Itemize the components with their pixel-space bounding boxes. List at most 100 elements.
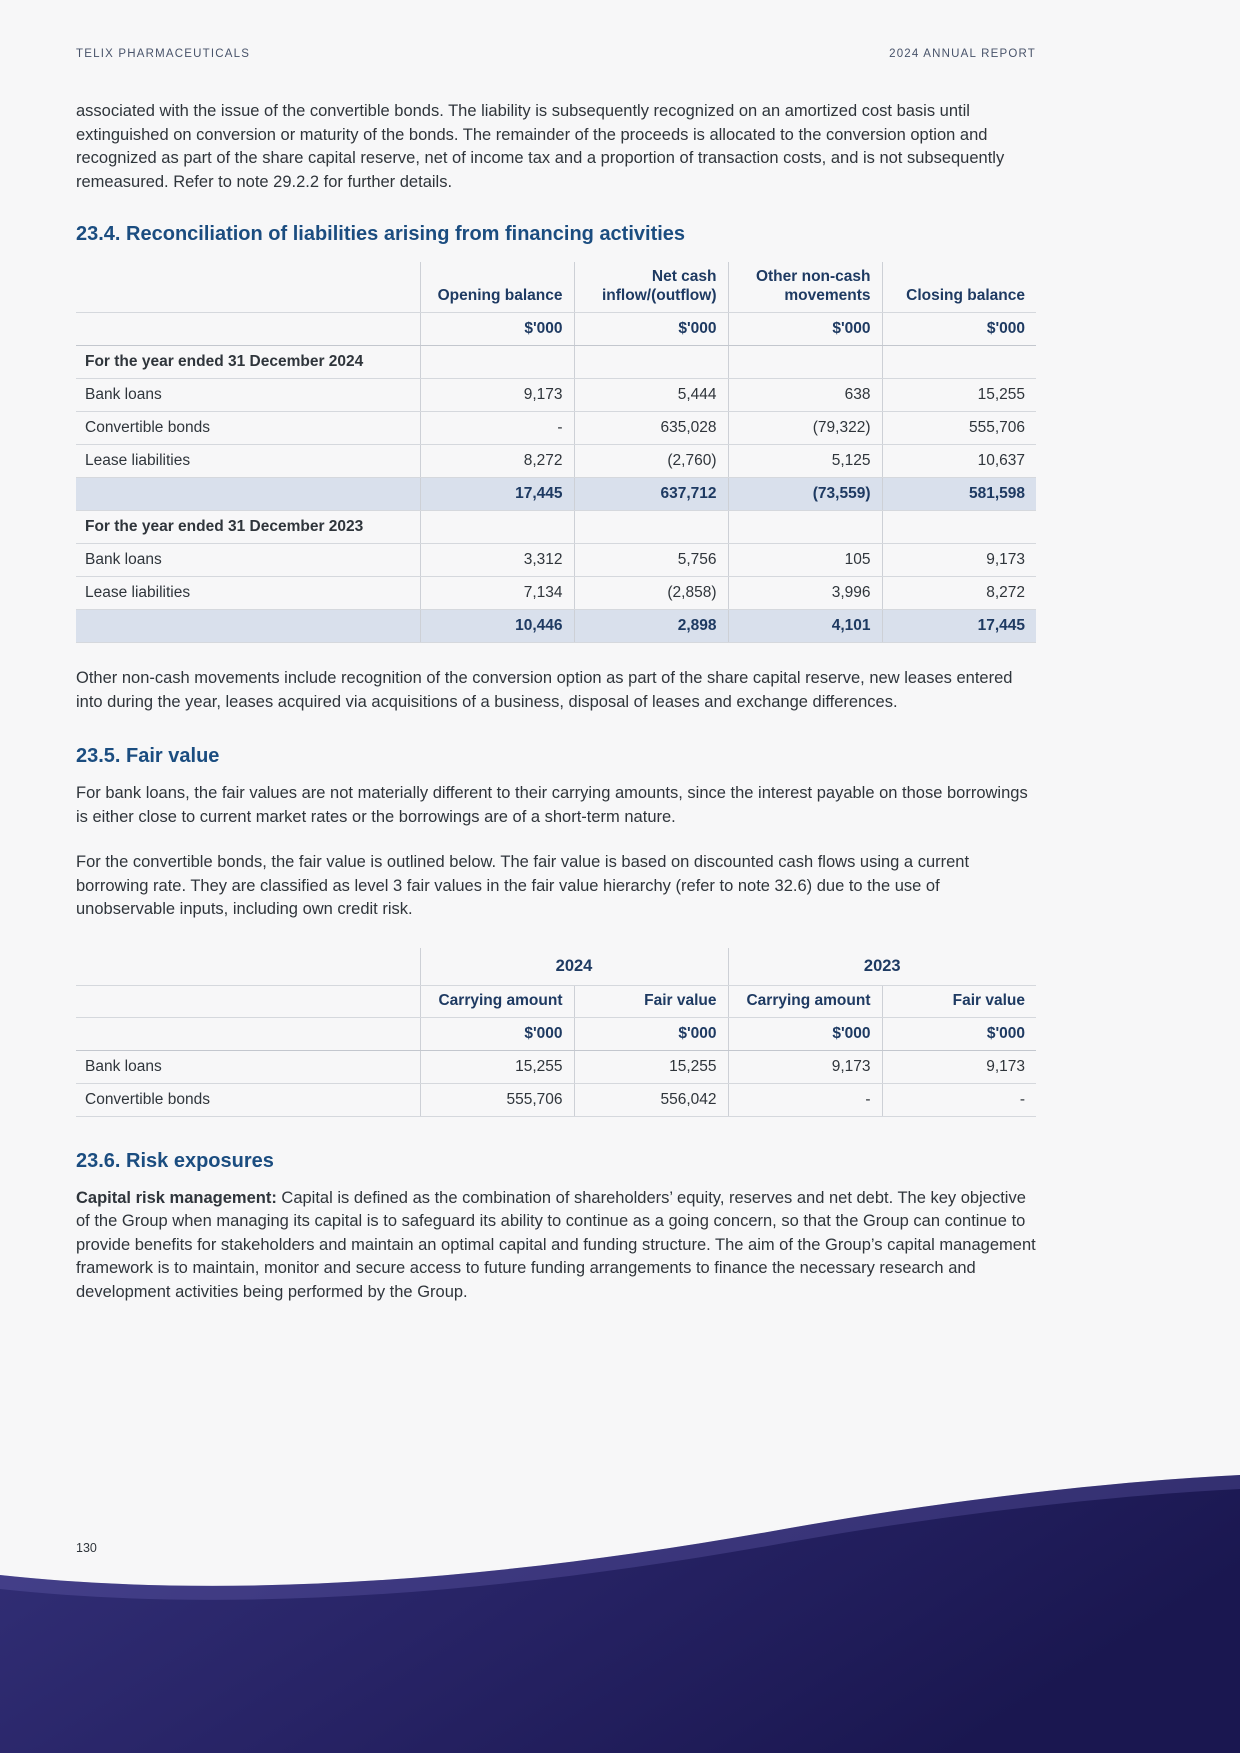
cell-value: (79,322): [727, 411, 882, 445]
cell-value: 3,996: [727, 576, 882, 610]
page-content: TELIX PHARMACEUTICALS 2024 ANNUAL REPORT…: [76, 0, 1036, 1304]
total-value: (73,559): [727, 477, 882, 511]
section-row-2024: For the year ended 31 December 2024: [76, 345, 1036, 379]
cell-value: 9,173: [881, 543, 1036, 577]
cell-value: 5,756: [573, 543, 728, 577]
cell-value: 555,706: [881, 411, 1036, 445]
capital-risk-lead: Capital risk management:: [76, 1188, 277, 1207]
empty-cell: [881, 345, 1036, 379]
empty-cell: [76, 477, 420, 511]
total-value: 581,598: [881, 477, 1036, 511]
table-row-convertible-bonds: Convertible bonds 555,706 556,042 - -: [76, 1083, 1036, 1117]
row-label: Lease liabilities: [76, 444, 420, 478]
header-report-title: 2024 ANNUAL REPORT: [889, 48, 1036, 60]
cell-value: -: [881, 1083, 1036, 1117]
cell-value: 8,272: [419, 444, 574, 478]
column-header-fair-2024: Fair value: [573, 985, 728, 1018]
unit-cell: $'000: [881, 312, 1036, 346]
cell-value: -: [419, 411, 574, 445]
capital-risk-body: Capital is defined as the combination of…: [76, 1188, 1036, 1301]
empty-cell: [419, 345, 574, 379]
cell-value: 556,042: [573, 1083, 728, 1117]
table-row-bank-loans-2024: Bank loans 9,173 5,444 638 15,255: [76, 378, 1036, 412]
intro-paragraph: associated with the issue of the convert…: [76, 102, 1005, 191]
empty-header-cell: [76, 985, 420, 1018]
cell-value: 15,255: [419, 1050, 574, 1084]
table-header-row: Carrying amount Fair value Carrying amou…: [76, 985, 1036, 1018]
empty-cell: [573, 345, 728, 379]
column-header-carrying-2024: Carrying amount: [419, 985, 574, 1018]
row-label: Bank loans: [76, 378, 420, 412]
cell-value: 9,173: [881, 1050, 1036, 1084]
unit-cell: $'000: [881, 1017, 1036, 1051]
empty-cell: [727, 510, 882, 544]
table-header-row: Opening balance Net cash inflow/(outflow…: [76, 262, 1036, 313]
total-value: 4,101: [727, 609, 882, 643]
row-label: Convertible bonds: [76, 1083, 420, 1117]
column-header-opening-balance: Opening balance: [419, 262, 574, 313]
empty-cell: [76, 947, 420, 986]
cell-value: (2,858): [573, 576, 728, 610]
cell-value: 15,255: [881, 378, 1036, 412]
total-value: 10,446: [419, 609, 574, 643]
table-row-bank-loans-2023: Bank loans 3,312 5,756 105 9,173: [76, 543, 1036, 577]
total-row-2023: 10,446 2,898 4,101 17,445: [76, 609, 1036, 643]
column-header-closing-balance: Closing balance: [881, 262, 1036, 313]
financing-liabilities-table: Opening balance Net cash inflow/(outflow…: [76, 262, 1036, 643]
unit-cell: $'000: [419, 312, 574, 346]
empty-cell: [76, 609, 420, 643]
unit-cell: $'000: [573, 1017, 728, 1051]
page-number: 130: [76, 1541, 97, 1555]
total-value: 2,898: [573, 609, 728, 643]
units-row: $'000 $'000 $'000 $'000: [76, 312, 1036, 346]
unit-cell: $'000: [573, 312, 728, 346]
unit-cell: $'000: [419, 1017, 574, 1051]
cell-value: 3,312: [419, 543, 574, 577]
section-label: For the year ended 31 December 2024: [76, 345, 420, 379]
year-header-2024: 2024: [419, 947, 728, 986]
fair-value-table: 2024 2023 Carrying amount Fair value Car…: [76, 947, 1036, 1117]
empty-cell: [76, 1017, 420, 1051]
table-row-convertible-bonds-2024: Convertible bonds - 635,028 (79,322) 555…: [76, 411, 1036, 445]
total-value: 17,445: [881, 609, 1036, 643]
fair-value-paragraph-1: For bank loans, the fair values are not …: [76, 784, 1028, 826]
cell-value: 10,637: [881, 444, 1036, 478]
column-header-other-noncash: Other non-cash movements: [727, 262, 882, 313]
noncash-note-paragraph: Other non-cash movements include recogni…: [76, 669, 1013, 711]
cell-value: 8,272: [881, 576, 1036, 610]
section-label: For the year ended 31 December 2023: [76, 510, 420, 544]
table-row-lease-liabilities-2023: Lease liabilities 7,134 (2,858) 3,996 8,…: [76, 576, 1036, 610]
cell-value: 7,134: [419, 576, 574, 610]
section-heading-23-4: 23.4. Reconciliation of liabilities aris…: [76, 223, 686, 245]
cell-value: 5,444: [573, 378, 728, 412]
column-header-net-cash: Net cash inflow/(outflow): [573, 262, 728, 313]
cell-value: 15,255: [573, 1050, 728, 1084]
running-header: TELIX PHARMACEUTICALS 2024 ANNUAL REPORT: [76, 48, 1036, 60]
total-value: 637,712: [573, 477, 728, 511]
footer-wave-graphic: [0, 1475, 1240, 1753]
risk-exposures-paragraph: Capital risk management: Capital is defi…: [76, 1187, 1036, 1305]
cell-value: 5,125: [727, 444, 882, 478]
row-label: Bank loans: [76, 1050, 420, 1084]
row-label: Convertible bonds: [76, 411, 420, 445]
section-heading-23-6: 23.6. Risk exposures: [76, 1149, 274, 1172]
header-company-name: TELIX PHARMACEUTICALS: [76, 48, 251, 60]
section-row-2023: For the year ended 31 December 2023: [76, 510, 1036, 544]
units-row: $'000 $'000 $'000 $'000: [76, 1017, 1036, 1051]
cell-value: 638: [727, 378, 882, 412]
table-row-lease-liabilities-2024: Lease liabilities 8,272 (2,760) 5,125 10…: [76, 444, 1036, 478]
cell-value: 635,028: [573, 411, 728, 445]
empty-cell: [573, 510, 728, 544]
empty-header-cell: [76, 262, 420, 313]
cell-value: 9,173: [727, 1050, 882, 1084]
table-row-bank-loans: Bank loans 15,255 15,255 9,173 9,173: [76, 1050, 1036, 1084]
cell-value: -: [727, 1083, 882, 1117]
row-label: Bank loans: [76, 543, 420, 577]
cell-value: 105: [727, 543, 882, 577]
empty-cell: [76, 312, 420, 346]
year-header-row: 2024 2023: [76, 947, 1036, 986]
total-row-2024: 17,445 637,712 (73,559) 581,598: [76, 477, 1036, 511]
cell-value: (2,760): [573, 444, 728, 478]
year-header-2023: 2023: [727, 947, 1036, 986]
